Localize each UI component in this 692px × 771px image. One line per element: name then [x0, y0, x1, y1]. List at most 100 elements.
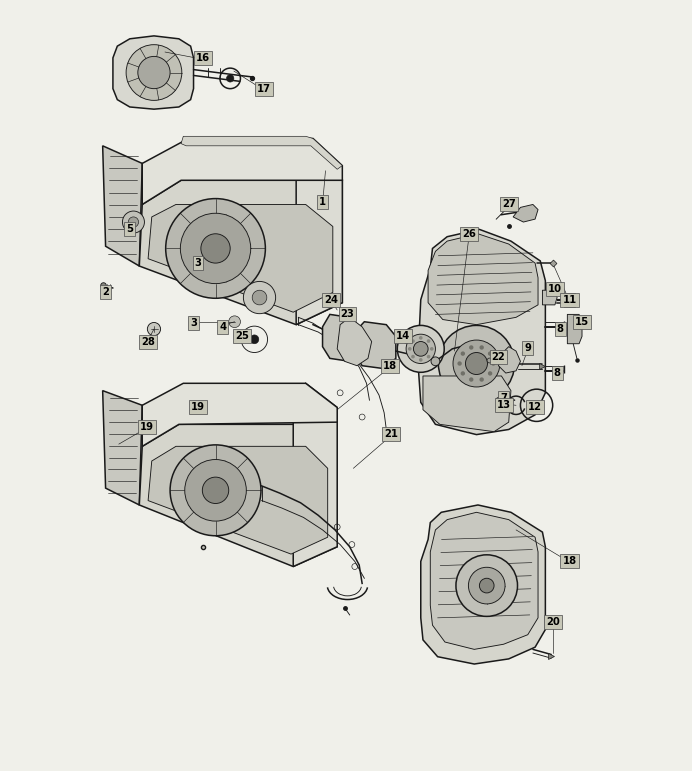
Circle shape	[469, 345, 473, 350]
Text: 4: 4	[219, 322, 226, 332]
Polygon shape	[139, 424, 337, 567]
Circle shape	[419, 358, 423, 362]
Text: 22: 22	[491, 352, 505, 362]
Text: 13: 13	[497, 400, 511, 410]
Polygon shape	[293, 383, 337, 567]
Text: 10: 10	[548, 284, 562, 295]
Text: 17: 17	[257, 83, 271, 93]
Circle shape	[480, 377, 484, 382]
Circle shape	[250, 335, 259, 344]
Polygon shape	[421, 505, 545, 664]
Circle shape	[338, 331, 356, 348]
Text: 24: 24	[325, 295, 338, 305]
Circle shape	[252, 290, 267, 305]
Text: 21: 21	[385, 429, 399, 439]
Polygon shape	[428, 234, 538, 325]
Text: 7: 7	[500, 393, 507, 403]
Text: 8: 8	[554, 368, 561, 378]
Text: 3: 3	[194, 258, 201, 268]
Polygon shape	[498, 347, 520, 373]
Circle shape	[170, 445, 261, 536]
Circle shape	[438, 325, 515, 402]
Circle shape	[453, 340, 500, 387]
Circle shape	[480, 578, 494, 593]
Polygon shape	[148, 446, 328, 554]
Circle shape	[244, 281, 275, 314]
Polygon shape	[337, 318, 372, 365]
Circle shape	[430, 347, 434, 351]
Text: 19: 19	[140, 422, 154, 432]
Circle shape	[181, 214, 251, 284]
Polygon shape	[181, 136, 343, 170]
Polygon shape	[513, 204, 538, 222]
Circle shape	[488, 352, 492, 355]
Text: 3: 3	[190, 318, 197, 328]
Text: 1: 1	[319, 197, 326, 207]
Circle shape	[226, 75, 234, 82]
Polygon shape	[139, 180, 343, 325]
Text: 16: 16	[196, 53, 210, 63]
Circle shape	[185, 460, 246, 521]
Text: 14: 14	[396, 332, 410, 342]
Circle shape	[468, 567, 505, 604]
Text: 2: 2	[102, 288, 109, 298]
Circle shape	[138, 56, 170, 89]
Circle shape	[408, 347, 412, 351]
Circle shape	[419, 336, 423, 340]
Circle shape	[165, 199, 265, 298]
Polygon shape	[102, 391, 143, 505]
Circle shape	[128, 217, 138, 227]
Polygon shape	[143, 383, 337, 446]
Text: 28: 28	[141, 336, 155, 346]
Circle shape	[461, 352, 465, 355]
Polygon shape	[543, 290, 557, 305]
Text: 8: 8	[556, 324, 563, 334]
Polygon shape	[143, 139, 343, 204]
Circle shape	[397, 325, 444, 372]
Text: 6: 6	[566, 295, 573, 305]
Text: 25: 25	[235, 332, 249, 342]
Circle shape	[411, 355, 415, 359]
Text: 15: 15	[575, 317, 589, 327]
Circle shape	[431, 357, 440, 365]
Polygon shape	[567, 315, 582, 344]
Circle shape	[411, 339, 415, 343]
Text: 18: 18	[563, 556, 576, 566]
Circle shape	[456, 555, 518, 616]
Polygon shape	[102, 146, 143, 266]
Circle shape	[491, 362, 495, 365]
Text: 12: 12	[528, 402, 542, 412]
Circle shape	[461, 371, 465, 375]
Text: 5: 5	[126, 224, 134, 234]
Circle shape	[457, 362, 462, 365]
Circle shape	[469, 377, 473, 382]
Circle shape	[201, 234, 230, 263]
Circle shape	[406, 334, 435, 363]
Text: 11: 11	[563, 295, 576, 305]
Text: 27: 27	[502, 200, 516, 210]
Text: 9: 9	[525, 343, 531, 353]
Circle shape	[147, 322, 161, 335]
Text: 26: 26	[462, 229, 476, 239]
Polygon shape	[418, 230, 545, 435]
Polygon shape	[113, 36, 194, 109]
Text: 18: 18	[383, 361, 397, 371]
Polygon shape	[423, 376, 511, 432]
Circle shape	[480, 345, 484, 350]
Polygon shape	[148, 204, 333, 312]
Text: 20: 20	[546, 618, 560, 628]
Polygon shape	[355, 322, 396, 369]
Circle shape	[413, 342, 428, 356]
Circle shape	[229, 316, 240, 328]
Circle shape	[202, 477, 229, 503]
Circle shape	[427, 355, 430, 359]
Circle shape	[122, 211, 145, 233]
Circle shape	[126, 45, 182, 100]
Text: 23: 23	[340, 309, 354, 319]
Circle shape	[466, 352, 487, 375]
Circle shape	[427, 339, 430, 343]
Polygon shape	[322, 315, 362, 362]
Polygon shape	[296, 180, 343, 325]
Polygon shape	[430, 512, 538, 649]
Text: 19: 19	[191, 402, 205, 412]
